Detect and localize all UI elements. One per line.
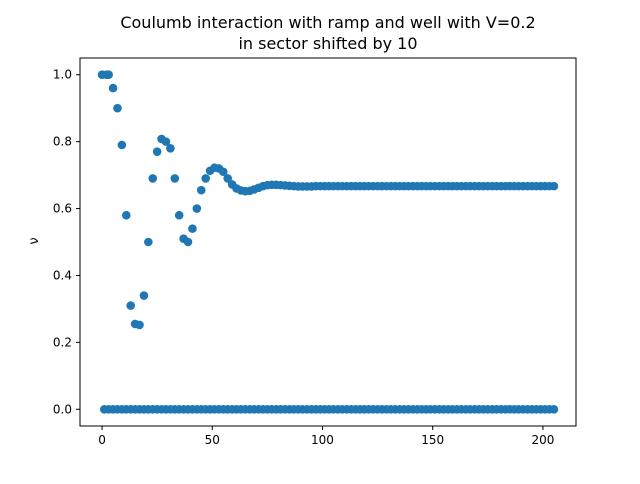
data-point — [196, 185, 206, 195]
data-point — [144, 237, 153, 247]
data-point — [117, 140, 127, 150]
x-tick-label: 100 — [311, 433, 334, 447]
data-point — [166, 144, 175, 153]
data-point — [121, 210, 131, 220]
data-point — [549, 404, 559, 414]
data-point — [126, 301, 136, 310]
data-point — [104, 70, 113, 80]
data-point — [148, 174, 158, 183]
data-point — [223, 174, 232, 183]
data-point — [161, 137, 171, 146]
x-tick-label: 0 — [98, 433, 106, 447]
y-tick-label: 0.0 — [53, 402, 72, 416]
y-tick-label: 0.6 — [53, 202, 72, 216]
data-point — [201, 174, 210, 183]
data-points — [97, 70, 559, 414]
data-point — [183, 237, 193, 247]
y-tick-label: 0.8 — [53, 135, 72, 149]
data-point — [113, 103, 122, 113]
x-axis-ticks: 0 50 100 150 200 — [98, 426, 554, 447]
data-point — [192, 204, 202, 213]
x-tick-label: 150 — [421, 433, 444, 447]
data-point — [108, 83, 118, 93]
data-point — [152, 147, 162, 156]
data-point — [174, 210, 184, 220]
y-axis-label: ν — [27, 237, 42, 244]
x-tick-label: 200 — [531, 433, 554, 447]
y-tick-label: 0.2 — [53, 335, 72, 349]
chart-title-line-1: Coulumb interaction with ramp and well w… — [120, 13, 535, 32]
data-point — [218, 167, 228, 177]
y-tick-label: 0.4 — [53, 268, 72, 282]
plot-frame — [79, 57, 577, 427]
data-point — [188, 224, 197, 233]
chart-title-line-2: in sector shifted by 10 — [238, 34, 417, 53]
x-tick-label: 50 — [205, 433, 220, 447]
y-axis-ticks: 0.0 0.2 0.4 0.6 0.8 1.0 — [53, 68, 80, 416]
y-tick-label: 1.0 — [53, 68, 72, 82]
data-point — [135, 320, 144, 330]
data-point — [549, 181, 559, 191]
data-point — [139, 291, 149, 300]
data-point — [170, 174, 180, 183]
